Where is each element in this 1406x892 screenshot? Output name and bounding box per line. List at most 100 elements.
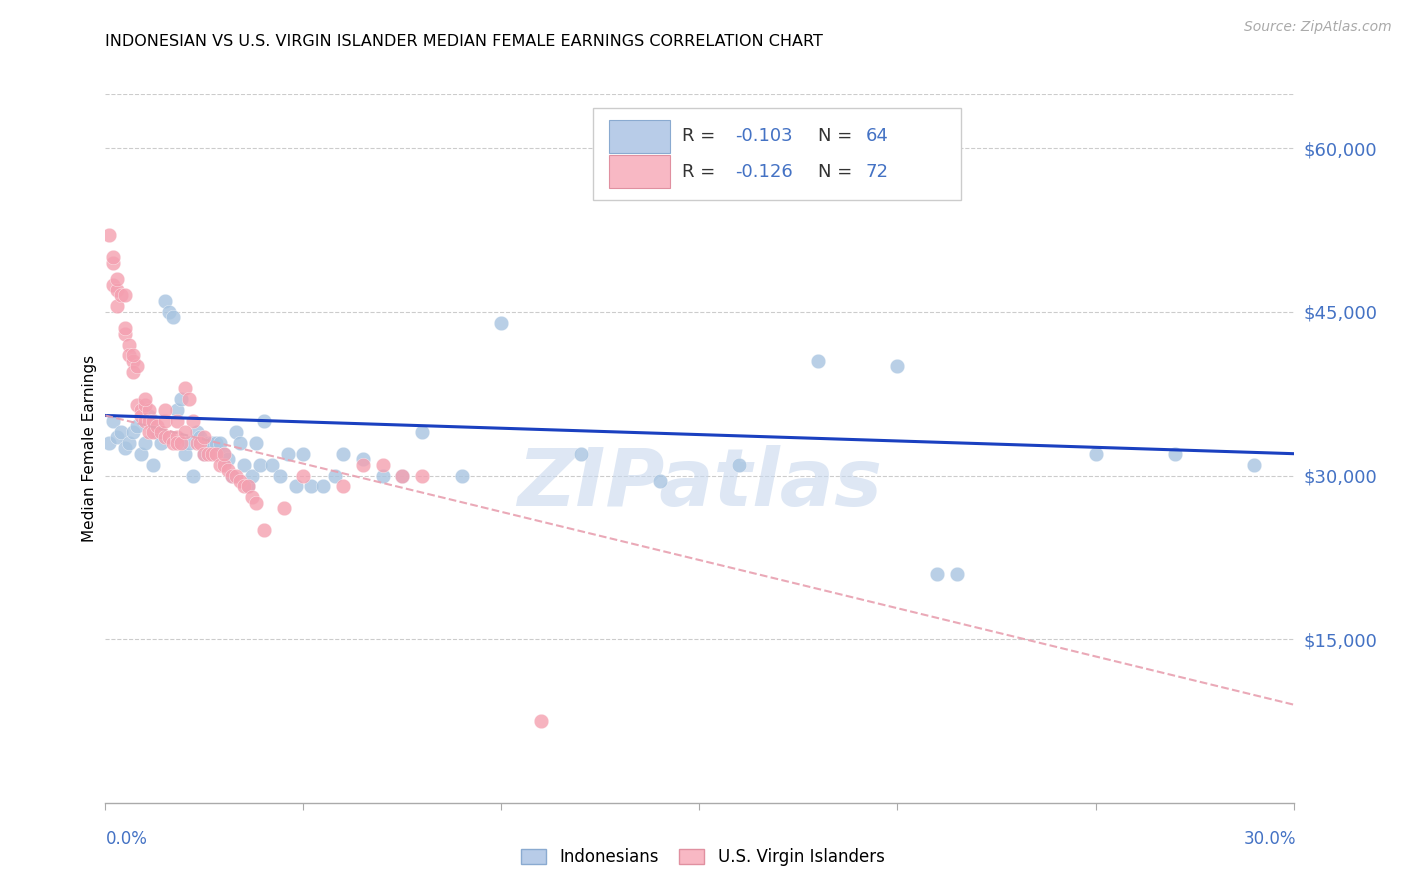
FancyBboxPatch shape xyxy=(609,120,669,153)
Point xyxy=(886,359,908,374)
Point xyxy=(323,468,346,483)
Point xyxy=(299,479,322,493)
Point xyxy=(173,447,195,461)
Point xyxy=(153,430,176,444)
Point xyxy=(1084,447,1107,461)
Point xyxy=(201,435,224,450)
Point xyxy=(127,419,149,434)
Point xyxy=(110,288,132,302)
Point xyxy=(186,435,208,450)
Point xyxy=(249,458,271,472)
Point xyxy=(98,228,121,243)
Point xyxy=(273,501,295,516)
Point xyxy=(114,288,136,302)
Point xyxy=(371,468,394,483)
Point xyxy=(229,474,252,488)
Point xyxy=(807,354,830,368)
Point xyxy=(129,403,152,417)
Point xyxy=(411,468,433,483)
Point xyxy=(122,354,145,368)
Point xyxy=(197,447,219,461)
Point xyxy=(233,458,256,472)
Point xyxy=(277,447,299,461)
Point xyxy=(236,479,259,493)
FancyBboxPatch shape xyxy=(609,155,669,188)
Point xyxy=(146,419,169,434)
Point xyxy=(186,425,208,439)
Text: 72: 72 xyxy=(866,162,889,181)
Point xyxy=(217,463,239,477)
Legend: Indonesians, U.S. Virgin Islanders: Indonesians, U.S. Virgin Islanders xyxy=(515,842,891,873)
Point xyxy=(530,714,553,728)
Point xyxy=(162,435,184,450)
Point xyxy=(149,435,172,450)
Point xyxy=(292,468,315,483)
Point xyxy=(103,250,125,264)
Point xyxy=(332,447,354,461)
Text: N =: N = xyxy=(818,162,858,181)
Point xyxy=(181,414,204,428)
Point xyxy=(269,468,291,483)
Point xyxy=(103,277,125,292)
Point xyxy=(253,523,276,537)
Text: 30.0%: 30.0% xyxy=(1244,830,1296,847)
Point xyxy=(127,398,149,412)
Point xyxy=(391,468,413,483)
Point xyxy=(193,447,215,461)
Point xyxy=(177,392,200,406)
Point xyxy=(214,458,236,472)
Point xyxy=(114,442,136,456)
Point xyxy=(240,491,263,505)
Point xyxy=(134,398,156,412)
Point xyxy=(201,447,224,461)
Point xyxy=(391,468,413,483)
Point xyxy=(371,458,394,472)
Point xyxy=(138,414,160,428)
Point xyxy=(925,566,948,581)
Text: -0.126: -0.126 xyxy=(735,162,793,181)
Point xyxy=(352,452,374,467)
Point xyxy=(146,425,169,439)
Point xyxy=(134,392,156,406)
Point xyxy=(166,430,188,444)
Point xyxy=(173,425,195,439)
Point xyxy=(648,474,671,488)
Point xyxy=(142,458,165,472)
Point xyxy=(225,468,247,483)
Text: N =: N = xyxy=(818,128,858,145)
Point xyxy=(225,425,247,439)
Point xyxy=(177,435,200,450)
Point xyxy=(190,430,212,444)
Text: Source: ZipAtlas.com: Source: ZipAtlas.com xyxy=(1244,20,1392,34)
Point xyxy=(153,293,176,308)
Point xyxy=(217,452,239,467)
Point xyxy=(450,468,472,483)
Text: R =: R = xyxy=(682,128,721,145)
Text: -0.103: -0.103 xyxy=(735,128,793,145)
Point xyxy=(134,414,156,428)
Point xyxy=(138,409,160,423)
Point xyxy=(569,447,592,461)
Point xyxy=(166,414,188,428)
Point xyxy=(181,468,204,483)
Point xyxy=(129,409,152,423)
Point xyxy=(214,447,236,461)
Point xyxy=(221,468,243,483)
Point xyxy=(122,425,145,439)
Point xyxy=(138,425,160,439)
Point xyxy=(153,403,176,417)
Point xyxy=(411,425,433,439)
Point xyxy=(105,272,128,286)
Point xyxy=(122,349,145,363)
Y-axis label: Median Female Earnings: Median Female Earnings xyxy=(82,355,97,541)
Point xyxy=(142,414,165,428)
Point xyxy=(118,435,141,450)
Point xyxy=(114,326,136,341)
Point xyxy=(229,435,252,450)
Point xyxy=(209,435,232,450)
Point xyxy=(173,381,195,395)
Point xyxy=(134,435,156,450)
Point xyxy=(157,305,180,319)
Point xyxy=(946,566,969,581)
Text: INDONESIAN VS U.S. VIRGIN ISLANDER MEDIAN FEMALE EARNINGS CORRELATION CHART: INDONESIAN VS U.S. VIRGIN ISLANDER MEDIA… xyxy=(105,34,824,49)
